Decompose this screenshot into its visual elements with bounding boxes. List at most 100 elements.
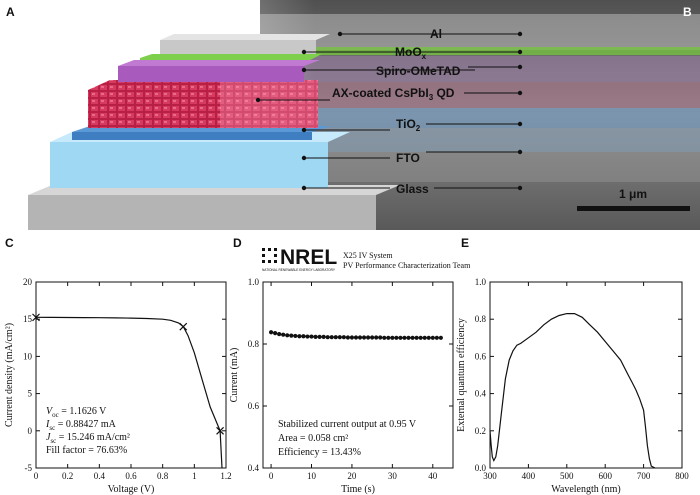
stability-annotation: Stabilized current output at 0.95 V: [278, 419, 417, 430]
nrel-line2: PV Performance Characterization Team: [343, 261, 471, 270]
x-tick-label: 0.6: [125, 471, 137, 481]
current-point: [289, 333, 294, 338]
x-tick-label: 40: [428, 471, 438, 481]
nrel-logo-sub: NATIONAL RENEWABLE ENERGY LABORATORY: [262, 268, 336, 272]
current-point: [361, 335, 367, 340]
y-tick-label: 1.0: [248, 277, 260, 287]
current-point: [317, 334, 322, 339]
tio2-front: [72, 132, 312, 140]
nrel-line1: X25 IV System: [343, 251, 393, 260]
current-point: [374, 335, 379, 340]
current-point: [434, 335, 439, 340]
current-point: [321, 334, 326, 339]
y-tick-label: 0: [28, 426, 33, 436]
ann-text: = 0.88427 mA: [55, 419, 116, 430]
jv-annotation: Fill factor = 76.63%: [46, 445, 127, 456]
x-tick-label: 300: [483, 471, 497, 481]
moox-layer: [140, 54, 322, 60]
y-tick-label: 15: [23, 314, 33, 324]
layer-label-part: AX-coated CsPbI: [332, 86, 429, 100]
panel-label-c: C: [5, 236, 14, 250]
spiro-front: [118, 66, 304, 82]
x-tick-label: 600: [598, 471, 612, 481]
current-point: [325, 335, 330, 340]
x-tick-label: 30: [388, 471, 398, 481]
current-point: [273, 331, 278, 336]
layer-label-glass: Glass: [396, 182, 429, 196]
jv-marker: [179, 322, 188, 331]
ann-var: J: [46, 432, 51, 443]
spiro-top: [118, 60, 320, 66]
current-point: [333, 335, 338, 340]
layer-label-part: MoO: [395, 45, 422, 59]
current-point: [418, 335, 423, 340]
y-tick-label: 0.4: [248, 463, 260, 473]
layer-label-tio2: TiO2: [396, 117, 421, 133]
current-point: [301, 334, 306, 339]
panel-label-a: A: [6, 5, 15, 19]
current-point: [285, 333, 290, 338]
y-tick-label: 0.6: [475, 351, 487, 361]
current-point: [438, 335, 443, 340]
x-tick-label: 20: [347, 471, 357, 481]
current-point: [390, 335, 395, 340]
x-tick-label: 0.2: [62, 471, 73, 481]
jv-annotation: Isc = 0.88427 mA: [45, 419, 117, 432]
current-point: [277, 331, 282, 337]
current-point: [353, 335, 359, 340]
y-tick-label: 0.4: [475, 389, 487, 399]
y-tick-label: 0.8: [475, 314, 487, 324]
panel-label-d: D: [233, 236, 242, 250]
x-axis-label: Wavelength (nm): [551, 484, 620, 495]
x-axis-label: Time (s): [341, 484, 375, 495]
fto-front: [50, 142, 328, 188]
current-point: [349, 335, 355, 340]
layer-label-moox: MoOx: [395, 45, 427, 61]
nrel-logo-icon: [262, 248, 277, 263]
current-point: [378, 335, 383, 340]
current-point: [402, 335, 407, 340]
y-tick-label: 0.6: [248, 401, 260, 411]
stability-annotation: Efficiency = 13.43%: [278, 447, 361, 458]
jv-annotation: Voc = 1.1626 V: [46, 406, 107, 419]
layer-label-qd: AX-coated CsPbI3 QD: [332, 86, 455, 102]
current-point: [329, 335, 334, 340]
current-point: [410, 335, 415, 340]
x-tick-label: 0.4: [94, 471, 106, 481]
y-axis-label: Current density (mA/cm²): [4, 323, 15, 427]
panel-label-b: B: [683, 5, 692, 19]
y-tick-label: 0.2: [475, 426, 486, 436]
y-tick-label: 10: [23, 351, 33, 361]
chart-d-stabilized: 0 10 20 30 40 0.4 0.6 0.8 1.0 Time (s) Current (mA…: [229, 277, 454, 495]
current-point: [281, 332, 286, 337]
scale-bar: [577, 206, 690, 211]
current-point: [309, 334, 314, 339]
x-tick-label: 0.8: [157, 471, 169, 481]
current-point: [414, 335, 419, 340]
jv-marker: [32, 313, 40, 322]
y-axis-label: Current (mA): [229, 348, 240, 403]
y-tick-label: -5: [25, 463, 33, 473]
y-axis-label: External quantum efficiency: [456, 318, 467, 432]
layer-label-part: QD: [433, 86, 455, 100]
y-tick-label: 1.0: [475, 277, 487, 287]
stability-annotation: Area = 0.058 cm²: [278, 433, 348, 444]
current-point: [345, 335, 350, 340]
layer-label-sub: 3: [429, 93, 434, 102]
x-tick-label: 700: [637, 471, 651, 481]
current-point: [337, 335, 342, 340]
current-point: [386, 335, 391, 340]
y-tick-label: 0.0: [475, 463, 487, 473]
scale-bar-label: 1 μm: [619, 187, 647, 201]
current-point: [398, 335, 403, 340]
glass-front: [28, 195, 376, 230]
current-point: [382, 335, 387, 340]
y-tick-label: 5: [28, 389, 33, 399]
x-tick-label: 10: [307, 471, 317, 481]
current-point: [366, 335, 371, 340]
current-point: [426, 335, 431, 340]
current-point: [430, 335, 435, 340]
ann-sub: oc: [52, 411, 59, 419]
